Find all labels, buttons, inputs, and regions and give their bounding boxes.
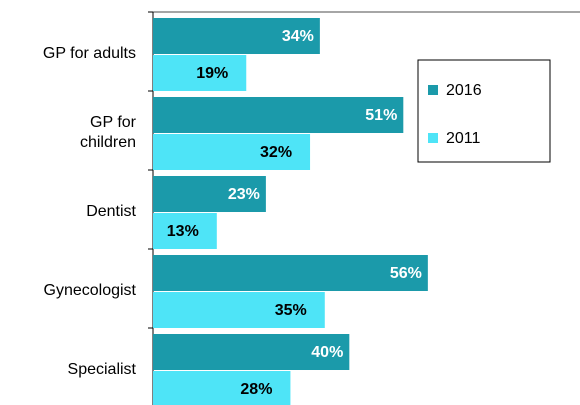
data-label: 34% [282,28,314,45]
legend-swatch [428,85,438,95]
bar [153,213,217,249]
bar [153,255,428,291]
category-label: Specialist [67,361,136,378]
bar [153,334,350,370]
category-label: GP for adults [42,45,136,62]
data-label: 40% [311,344,343,361]
data-label: 51% [365,107,397,124]
data-label: 23% [228,186,260,203]
data-label: 56% [390,265,422,282]
legend-label: 2011 [446,130,481,147]
data-label: 35% [275,302,307,319]
bar [153,97,404,133]
data-label: 32% [260,144,292,161]
legend-box [417,59,551,163]
category-label: Gynecologist [43,282,137,299]
data-label: 13% [167,223,199,240]
category-label: Dentist [86,203,136,220]
bar [153,371,291,405]
legend-swatch [428,133,438,143]
bar [153,292,325,328]
data-label: 19% [196,65,228,82]
bar [153,176,266,212]
bar [153,55,247,91]
legend-label: 2016 [446,82,482,99]
category-label: GP for children [79,114,136,151]
data-label: 28% [240,381,272,398]
bar [153,134,311,170]
bar [153,18,320,54]
